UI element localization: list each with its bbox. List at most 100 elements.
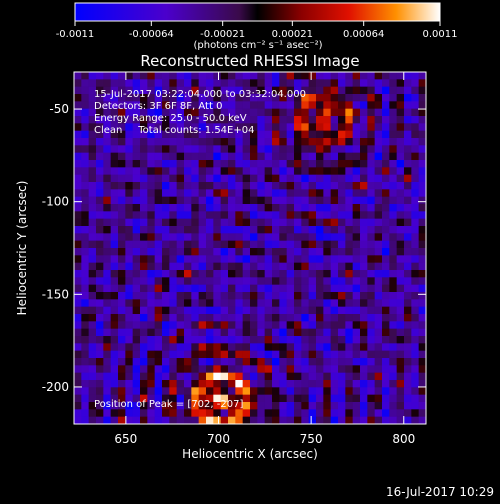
heatmap-cell [147,306,155,315]
heatmap-cell [220,138,229,146]
heatmap-cell [176,306,185,315]
heatmap-cell [250,416,258,424]
heatmap-cell [220,189,229,197]
heatmap-cell [81,189,89,197]
heatmap-cell [294,226,302,234]
heatmap-cell [147,108,155,117]
heatmap-cell [162,116,170,124]
heatmap-cell [404,365,412,373]
heatmap-cell [374,262,383,271]
heatmap-cell [323,240,331,249]
heatmap-cell [118,262,126,271]
heatmap-cell [118,226,126,234]
heatmap-cell [382,79,390,87]
heatmap-cell [250,255,258,263]
heatmap-cell [125,152,133,161]
heatmap-cell [147,138,155,146]
heatmap-cell [367,160,375,168]
heatmap-cell [140,306,148,315]
heatmap-cell [154,108,163,117]
heatmap-cell [118,174,126,183]
heatmap-cell [191,130,199,139]
heatmap-cell [88,189,97,197]
heatmap-cell [96,343,104,351]
peak-position-label: Position of Peak = [702, -207] [94,399,243,410]
heatmap-cell [191,255,199,263]
heatmap-cell [235,277,243,285]
heatmap-cell [242,72,251,80]
heatmap-cell [147,336,155,344]
heatmap-cell [389,277,397,285]
heatmap-cell [257,387,265,395]
heatmap-cell [374,358,383,366]
heatmap-cell [198,226,207,234]
heatmap-cell [184,94,192,102]
heatmap-cell [220,262,229,271]
heatmap-cell [81,262,89,271]
heatmap-cell [162,160,170,168]
heatmap-cell [389,328,397,337]
heatmap-cell [162,372,170,381]
heatmap-cell [140,160,148,168]
heatmap-cell [301,108,309,117]
heatmap-cell [389,402,397,410]
heatmap-cell [162,343,170,351]
heatmap-cell [220,306,229,315]
heatmap-cell [374,321,383,329]
heatmap-cell [81,211,89,219]
heatmap-cell [235,343,243,351]
heatmap-cell [74,365,82,373]
heatmap-cell [330,123,339,131]
heatmap-cell [103,94,111,102]
heatmap-cell [294,314,302,322]
heatmap-cell [184,277,192,285]
heatmap-cell [213,402,221,410]
heatmap-cell [286,108,295,117]
heatmap-cell [220,72,229,80]
heatmap-cell [169,299,177,307]
heatmap-cell [162,292,170,300]
heatmap-cell [213,380,221,388]
heatmap-cell [316,233,324,241]
heatmap-cell [338,394,346,403]
heatmap-cell [132,72,141,80]
heatmap-cell [301,358,309,366]
colorbar: -0.0011 -0.00064 -0.00021 0.00021 0.00064 0.0… [56,2,458,51]
heatmap-cell [147,189,155,197]
heatmap-cell [147,402,155,410]
heatmap-cell [345,240,353,249]
heatmap-cell [374,79,383,87]
heatmap-cell [176,152,185,161]
heatmap-cell [235,372,243,381]
heatmap-cell [140,394,148,403]
heatmap-cell [242,116,251,124]
heatmap-cell [81,314,89,322]
heatmap-cell [279,262,287,271]
heatmap-cell [396,160,405,168]
heatmap-cell [389,299,397,307]
heatmap-cell [374,218,383,227]
heatmap-cell [367,314,375,322]
heatmap-cell [176,328,185,337]
heatmap-cell [389,394,397,403]
heatmap-cell [360,174,368,183]
heatmap-cell [74,380,82,388]
heatmap-cell [132,292,141,300]
heatmap-cell [250,248,258,256]
heatmap-cell [147,94,155,102]
heatmap-cell [360,277,368,285]
heatmap-cell [345,152,353,161]
heatmap-cell [308,196,317,205]
heatmap-cell [162,101,170,109]
heatmap-cell [279,182,287,190]
heatmap-cell [74,277,82,285]
heatmap-cell [220,380,229,388]
heatmap-cell [330,292,339,300]
heatmap-cell [396,380,405,388]
heatmap-cell [154,116,163,124]
heatmap-cell [74,416,82,424]
heatmap-cell [191,204,199,212]
heatmap-cell [176,387,185,395]
heatmap-cell [352,409,361,417]
heatmap-cell [132,108,141,117]
